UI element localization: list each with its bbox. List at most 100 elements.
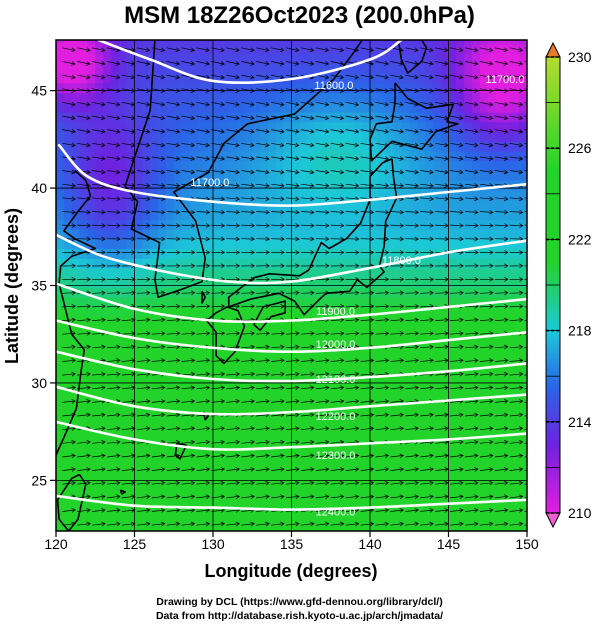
wind-arrow xyxy=(62,359,76,362)
field-cell xyxy=(409,306,418,318)
wind-arrow xyxy=(211,373,225,376)
field-cell xyxy=(111,160,120,172)
field-cell xyxy=(56,375,65,386)
field-cell xyxy=(118,199,128,211)
field-cell xyxy=(244,40,253,45)
wind-arrow-head xyxy=(399,412,404,418)
wind-arrow xyxy=(360,319,374,321)
field-cell xyxy=(307,423,316,435)
field-cell xyxy=(315,268,324,279)
wind-arrow xyxy=(136,183,150,187)
field-cell xyxy=(111,287,120,298)
field-cell xyxy=(440,199,450,211)
field-cell xyxy=(511,443,520,454)
field-cell xyxy=(370,433,379,444)
wind-arrow xyxy=(106,305,121,308)
field-cell xyxy=(511,92,520,103)
field-cell xyxy=(71,219,81,230)
wind-arrow xyxy=(92,305,106,308)
field-cell xyxy=(456,199,465,211)
field-cell xyxy=(56,199,65,211)
field-cell xyxy=(56,258,65,269)
field-cell xyxy=(401,40,410,45)
field-cell xyxy=(268,258,277,269)
field-cell xyxy=(252,453,261,464)
wind-arrow xyxy=(300,468,314,471)
wind-arrow xyxy=(62,88,76,92)
wind-arrow xyxy=(62,441,76,444)
field-cell xyxy=(503,277,512,288)
field-cell xyxy=(228,404,238,415)
field-cell xyxy=(71,190,81,201)
field-cell xyxy=(456,40,465,45)
field-cell xyxy=(228,462,238,474)
field-cell xyxy=(111,73,120,84)
field-cell xyxy=(197,258,206,269)
wind-arrow-head xyxy=(265,223,270,228)
coastline-tsushima xyxy=(201,290,206,304)
field-cell xyxy=(464,316,473,327)
field-cell xyxy=(79,511,88,522)
field-cell xyxy=(424,160,434,172)
wind-arrow-head xyxy=(235,47,240,53)
field-cell xyxy=(307,121,316,133)
field-cell xyxy=(126,43,136,55)
wind-arrow-head xyxy=(429,521,434,527)
wind-arrow xyxy=(285,115,299,119)
wind-arrow-head xyxy=(429,467,434,472)
field-cell xyxy=(220,73,230,84)
field-cell xyxy=(181,443,190,454)
field-cell xyxy=(63,521,73,531)
wind-arrow xyxy=(106,115,120,119)
field-cell xyxy=(87,521,96,531)
field-cell xyxy=(464,384,473,396)
field-cell xyxy=(126,73,136,84)
wind-arrow-head xyxy=(429,412,434,418)
wind-arrow-head xyxy=(310,331,315,336)
wind-arrow-head xyxy=(86,317,91,323)
field-cell xyxy=(424,433,434,444)
field-cell xyxy=(464,336,473,347)
field-cell xyxy=(464,268,473,279)
wind-arrow-head xyxy=(265,250,270,255)
field-cell xyxy=(71,316,81,327)
field-cell xyxy=(377,404,387,415)
field-cell xyxy=(315,160,324,172)
wind-arrow-head xyxy=(399,263,405,269)
field-cell xyxy=(393,170,402,181)
field-cell xyxy=(511,73,520,84)
wind-arrow xyxy=(420,319,434,321)
field-cell xyxy=(338,92,348,103)
wind-arrow-head xyxy=(131,317,136,323)
wind-arrow xyxy=(420,332,434,335)
field-cell xyxy=(511,394,520,405)
wind-arrow-head xyxy=(145,183,151,188)
wind-arrow-head xyxy=(414,88,419,94)
wind-arrow-head xyxy=(205,223,211,228)
field-cell xyxy=(346,365,355,376)
field-cell xyxy=(220,102,230,113)
field-cell xyxy=(71,365,81,376)
field-cell xyxy=(275,492,285,503)
wind-arrow xyxy=(92,373,106,376)
wind-arrow-head xyxy=(265,129,270,134)
field-cell xyxy=(479,199,489,211)
field-cell xyxy=(158,306,167,318)
field-cell xyxy=(197,482,206,493)
wind-arrow xyxy=(256,224,270,227)
field-cell xyxy=(87,375,96,386)
field-cell xyxy=(519,73,527,84)
field-cell xyxy=(275,151,285,162)
field-cell xyxy=(134,336,143,347)
wind-arrow-head xyxy=(145,507,151,513)
field-cell xyxy=(291,53,300,64)
field-cell xyxy=(440,112,450,123)
field-cell xyxy=(165,141,175,152)
field-cell xyxy=(322,414,332,425)
wind-arrow xyxy=(106,101,120,106)
field-cell xyxy=(181,112,190,123)
wind-arrow xyxy=(92,319,106,321)
field-cell xyxy=(315,287,324,298)
wind-arrow-head xyxy=(280,494,285,500)
field-cell xyxy=(385,453,395,464)
